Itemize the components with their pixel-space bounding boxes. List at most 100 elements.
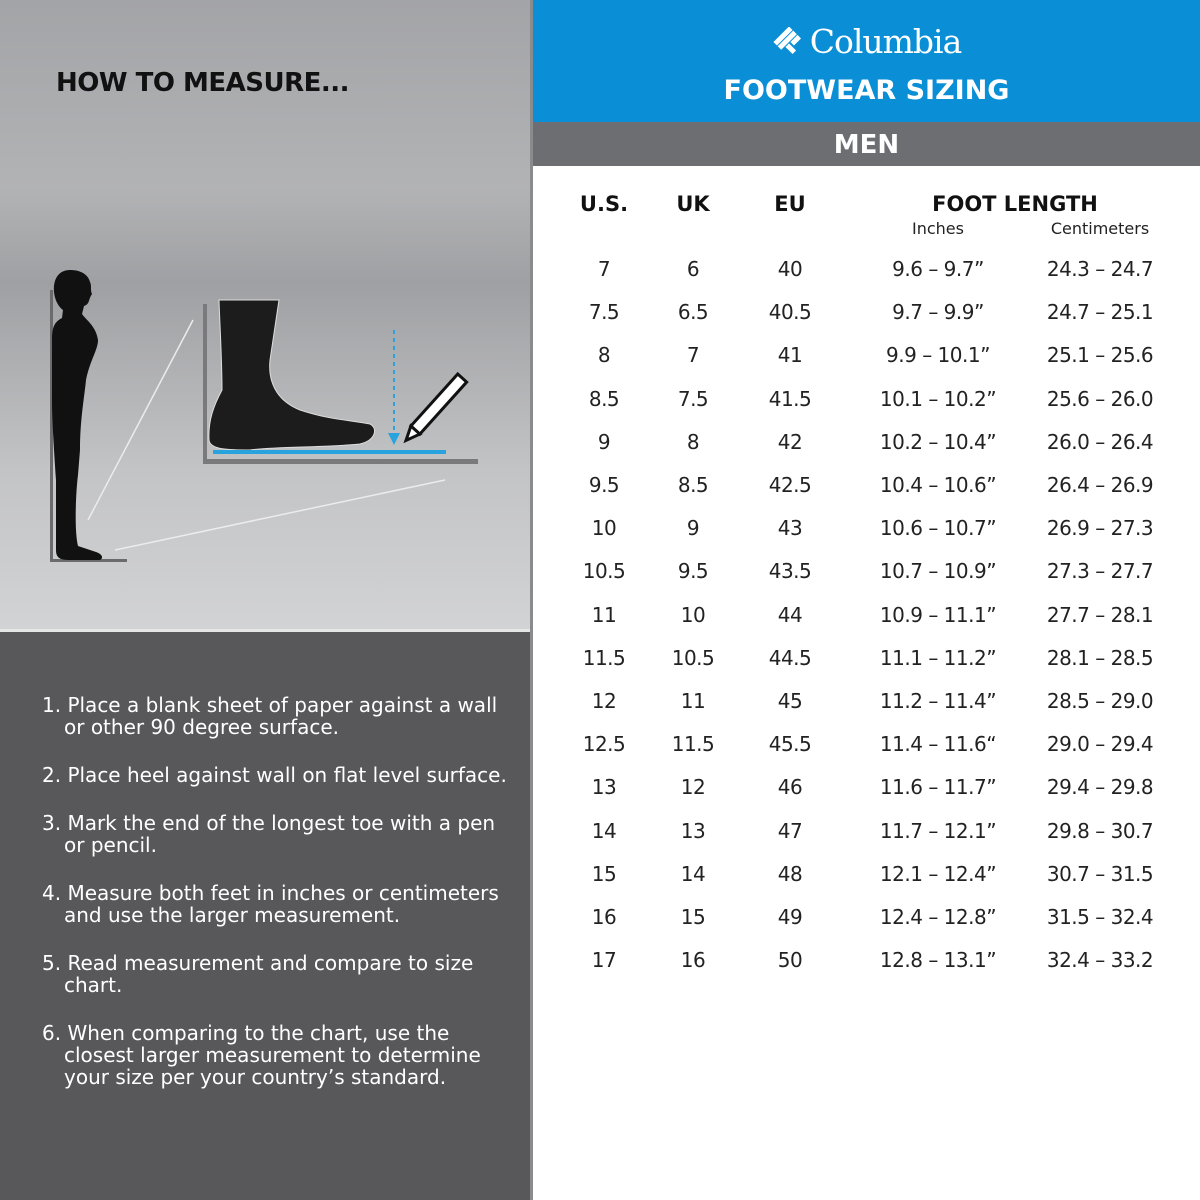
- cell-inches: 10.4 – 10.6”: [879, 473, 997, 497]
- cell-cm: 29.0 – 29.4: [1046, 732, 1154, 757]
- cell-cm: 26.0 – 26.4: [1046, 429, 1154, 454]
- cell-inches: 12.4 – 12.8”: [879, 905, 997, 929]
- instruction-step: 6. When comparing to the chart, use the …: [42, 1021, 481, 1089]
- foot-silhouette-icon: [208, 299, 376, 451]
- instruction-step: 4. Measure both feet in inches or centim…: [42, 881, 499, 927]
- wall: [203, 304, 207, 464]
- columbia-logo: Columbia: [533, 22, 1200, 61]
- cell-eu: 45.5: [768, 732, 812, 757]
- cell-eu: 40.5: [768, 300, 812, 325]
- cell-inches: 11.1 – 11.2”: [879, 645, 997, 670]
- instructions-list: 1. Place a blank sheet of paper against …: [42, 694, 512, 1114]
- cell-eu: 46: [777, 775, 803, 800]
- brand-name: Columbia: [809, 22, 963, 61]
- cell-inches: 10.6 – 10.7”: [879, 516, 997, 541]
- section-label: MEN: [533, 122, 1200, 166]
- cell-us: 10: [591, 516, 617, 541]
- zoom-line: [114, 479, 446, 551]
- cell-uk: 15: [680, 905, 706, 929]
- cell-cm: 28.1 – 28.5: [1046, 645, 1154, 670]
- cell-eu: 44.5: [768, 645, 812, 670]
- cell-eu: 48: [777, 861, 803, 886]
- cell-cm: 27.3 – 27.7: [1046, 559, 1154, 584]
- cell-us: 9.5: [588, 473, 620, 497]
- cell-eu: 41.5: [768, 386, 812, 411]
- cell-inches: 10.7 – 10.9”: [879, 559, 997, 584]
- col-header-eu: EU: [774, 192, 806, 216]
- cell-uk: 11.5: [671, 732, 715, 757]
- cell-eu: 43.5: [768, 559, 812, 584]
- instructions-panel: [0, 632, 531, 1200]
- cell-cm: 27.7 – 28.1: [1046, 602, 1154, 627]
- cell-inches: 9.9 – 10.1”: [886, 343, 990, 368]
- cell-inches: 12.1 – 12.4”: [879, 861, 997, 886]
- cell-uk: 7: [686, 343, 700, 368]
- cell-eu: 50: [777, 948, 803, 973]
- col-header-us: U.S.: [579, 192, 629, 216]
- cell-inches: 11.4 – 11.6“: [879, 732, 997, 757]
- cell-eu: 47: [777, 818, 803, 843]
- cell-inches: 10.9 – 11.1”: [879, 602, 997, 627]
- cell-us: 8.5: [588, 386, 620, 411]
- cell-inches: 11.6 – 11.7”: [879, 775, 997, 800]
- panel-divider: [530, 0, 533, 1200]
- cell-us: 14: [591, 818, 617, 843]
- cell-cm: 24.7 – 25.1: [1046, 300, 1154, 325]
- cell-us: 15: [591, 861, 617, 886]
- cell-uk: 6: [686, 257, 700, 281]
- cell-us: 11: [591, 602, 617, 627]
- cell-uk: 14: [680, 861, 706, 886]
- cell-cm: 26.9 – 27.3: [1046, 516, 1154, 541]
- cell-us: 7.5: [588, 300, 620, 325]
- instruction-step: 1. Place a blank sheet of paper against …: [42, 693, 498, 739]
- measuring-illustration: [50, 270, 478, 562]
- col-header-foot-length: FOOT LENGTH: [932, 192, 1098, 216]
- cell-uk: 9.5: [677, 559, 709, 584]
- cell-eu: 49: [777, 905, 803, 929]
- cell-uk: 10: [680, 602, 706, 627]
- divider: [0, 629, 531, 632]
- cell-cm: 32.4 – 33.2: [1046, 948, 1154, 973]
- page-title: FOOTWEAR SIZING: [723, 75, 1010, 106]
- cell-inches: 11.2 – 11.4”: [879, 689, 997, 713]
- columbia-diamond-icon: [773, 26, 801, 55]
- cell-cm: 26.4 – 26.9: [1046, 473, 1154, 497]
- cell-inches: 10.1 – 10.2”: [879, 386, 997, 411]
- cell-eu: 43: [777, 516, 803, 541]
- cell-us: 8: [597, 343, 611, 368]
- cell-eu: 40: [777, 257, 803, 281]
- cell-uk: 9: [686, 516, 700, 541]
- cell-eu: 41: [777, 343, 803, 368]
- cell-eu: 42: [777, 429, 803, 454]
- cell-us: 10.5: [582, 559, 626, 584]
- cell-cm: 30.7 – 31.5: [1046, 861, 1154, 886]
- cell-cm: 29.4 – 29.8: [1046, 775, 1154, 800]
- subheader-inches: Inches: [912, 219, 964, 238]
- cell-us: 12: [591, 689, 617, 713]
- cell-us: 9: [597, 429, 611, 454]
- cell-us: 11.5: [582, 645, 626, 670]
- cell-uk: 7.5: [677, 386, 709, 411]
- instruction-step: 2. Place heel against wall on flat level…: [42, 763, 507, 787]
- cell-uk: 6.5: [677, 300, 709, 325]
- cell-cm: 28.5 – 29.0: [1046, 689, 1154, 713]
- how-to-measure-title: HOW TO MEASURE...: [56, 68, 350, 98]
- cell-uk: 11: [680, 689, 706, 713]
- cell-uk: 8: [686, 429, 700, 454]
- cell-inches: 9.6 – 9.7”: [892, 257, 984, 281]
- zoom-line: [87, 319, 194, 521]
- wall: [50, 290, 53, 562]
- floor: [50, 559, 127, 562]
- paper-line: [213, 450, 446, 454]
- cell-uk: 12: [680, 775, 706, 800]
- cell-uk: 13: [680, 818, 706, 843]
- cell-eu: 42.5: [768, 473, 812, 497]
- cell-uk: 8.5: [677, 473, 709, 497]
- instruction-step: 3. Mark the end of the longest toe with …: [42, 811, 496, 857]
- cell-us: 13: [591, 775, 617, 800]
- cell-us: 12.5: [582, 732, 626, 757]
- cell-inches: 9.7 – 9.9”: [892, 300, 984, 325]
- col-header-uk: UK: [676, 192, 710, 216]
- cell-uk: 10.5: [671, 645, 715, 670]
- pencil-icon: [403, 371, 469, 444]
